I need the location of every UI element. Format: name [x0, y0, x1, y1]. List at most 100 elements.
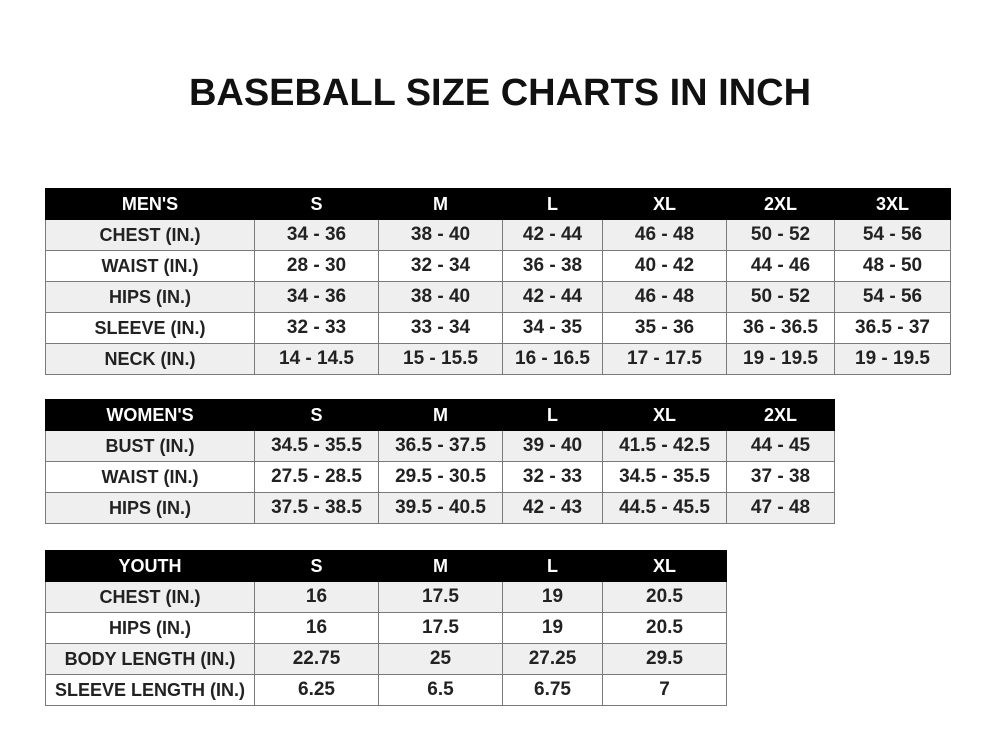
measurement-value: 54 - 56	[834, 281, 951, 313]
measurement-value: 44 - 46	[726, 250, 835, 282]
measurement-value: 38 - 40	[378, 281, 503, 313]
size-header: 2XL	[726, 399, 835, 431]
size-header: S	[254, 550, 379, 582]
category-header: YOUTH	[45, 550, 255, 582]
measurement-value: 36.5 - 37	[834, 312, 951, 344]
womens-size-table: WOMEN'S S M L XL 2XL BUST (IN.) 34.5 - 35.5 36.5…	[45, 399, 835, 524]
measurement-value: 46 - 48	[602, 281, 727, 313]
measurement-label: SLEEVE LENGTH (IN.)	[45, 674, 255, 706]
measurement-value: 34 - 36	[254, 219, 379, 251]
measurement-label: BODY LENGTH (IN.)	[45, 643, 255, 675]
measurement-label: BUST (IN.)	[45, 430, 255, 462]
measurement-value: 42 - 43	[502, 492, 603, 524]
measurement-value: 32 - 34	[378, 250, 503, 282]
measurement-value: 29.5 - 30.5	[378, 461, 503, 493]
measurement-value: 27.5 - 28.5	[254, 461, 379, 493]
measurement-value: 22.75	[254, 643, 379, 675]
measurement-value: 35 - 36	[602, 312, 727, 344]
measurement-label: NECK (IN.)	[45, 343, 255, 375]
measurement-value: 32 - 33	[254, 312, 379, 344]
measurement-label: CHEST (IN.)	[45, 219, 255, 251]
table-row: HIPS (IN.) 16 17.5 19 20.5	[45, 612, 727, 644]
measurement-value: 48 - 50	[834, 250, 951, 282]
table-row: CHEST (IN.) 34 - 36 38 - 40 42 - 44 46 - 48 5…	[45, 219, 951, 251]
measurement-value: 32 - 33	[502, 461, 603, 493]
size-header: XL	[602, 399, 727, 431]
measurement-value: 40 - 42	[602, 250, 727, 282]
measurement-value: 16	[254, 612, 379, 644]
table-header-row: WOMEN'S S M L XL 2XL	[45, 399, 835, 431]
measurement-value: 7	[602, 674, 727, 706]
category-header: WOMEN'S	[45, 399, 255, 431]
measurement-value: 16	[254, 581, 379, 613]
measurement-value: 54 - 56	[834, 219, 951, 251]
measurement-value: 27.25	[502, 643, 603, 675]
measurement-value: 6.5	[378, 674, 503, 706]
measurement-label: HIPS (IN.)	[45, 492, 255, 524]
measurement-label: CHEST (IN.)	[45, 581, 255, 613]
measurement-value: 50 - 52	[726, 281, 835, 313]
measurement-label: WAIST (IN.)	[45, 250, 255, 282]
measurement-value: 39 - 40	[502, 430, 603, 462]
size-header: M	[378, 399, 503, 431]
measurement-value: 36.5 - 37.5	[378, 430, 503, 462]
size-header: L	[502, 399, 603, 431]
measurement-label: SLEEVE (IN.)	[45, 312, 255, 344]
measurement-value: 44.5 - 45.5	[602, 492, 727, 524]
measurement-value: 15 - 15.5	[378, 343, 503, 375]
measurement-label: HIPS (IN.)	[45, 281, 255, 313]
measurement-value: 14 - 14.5	[254, 343, 379, 375]
measurement-value: 20.5	[602, 581, 727, 613]
table-header-row: MEN'S S M L XL 2XL 3XL	[45, 188, 951, 220]
table-row: BODY LENGTH (IN.) 22.75 25 27.25 29.5	[45, 643, 727, 675]
size-header: L	[502, 550, 603, 582]
measurement-value: 37 - 38	[726, 461, 835, 493]
measurement-value: 29.5	[602, 643, 727, 675]
measurement-value: 42 - 44	[502, 219, 603, 251]
measurement-value: 42 - 44	[502, 281, 603, 313]
measurement-value: 19	[502, 581, 603, 613]
measurement-value: 25	[378, 643, 503, 675]
table-row: NECK (IN.) 14 - 14.5 15 - 15.5 16 - 16.5 17 …	[45, 343, 951, 375]
measurement-value: 19	[502, 612, 603, 644]
measurement-value: 19 - 19.5	[726, 343, 835, 375]
measurement-value: 33 - 34	[378, 312, 503, 344]
size-header: XL	[602, 188, 727, 220]
measurement-value: 17.5	[378, 612, 503, 644]
measurement-value: 34.5 - 35.5	[602, 461, 727, 493]
table-row: HIPS (IN.) 37.5 - 38.5 39.5 - 40.5 42 - 43 4…	[45, 492, 835, 524]
measurement-value: 19 - 19.5	[834, 343, 951, 375]
table-row: HIPS (IN.) 34 - 36 38 - 40 42 - 44 46 - 48 50…	[45, 281, 951, 313]
table-row: BUST (IN.) 34.5 - 35.5 36.5 - 37.5 39 - 40 4…	[45, 430, 835, 462]
table-row: WAIST (IN.) 27.5 - 28.5 29.5 - 30.5 32 - 33…	[45, 461, 835, 493]
table-header-row: YOUTH S M L XL	[45, 550, 727, 582]
measurement-value: 17 - 17.5	[602, 343, 727, 375]
measurement-value: 20.5	[602, 612, 727, 644]
category-header: MEN'S	[45, 188, 255, 220]
measurement-label: HIPS (IN.)	[45, 612, 255, 644]
size-header: M	[378, 550, 503, 582]
mens-size-table: MEN'S S M L XL 2XL 3XL CHEST (IN.) 34 - 36 38 - 4…	[45, 188, 951, 375]
measurement-value: 6.75	[502, 674, 603, 706]
measurement-value: 50 - 52	[726, 219, 835, 251]
table-row: SLEEVE LENGTH (IN.) 6.25 6.5 6.75 7	[45, 674, 727, 706]
size-header: S	[254, 188, 379, 220]
size-header: S	[254, 399, 379, 431]
youth-size-table: YOUTH S M L XL CHEST (IN.) 16 17.5 19 20.5 HIPS (I…	[45, 550, 727, 706]
measurement-value: 47 - 48	[726, 492, 835, 524]
size-header: 2XL	[726, 188, 835, 220]
measurement-value: 46 - 48	[602, 219, 727, 251]
measurement-value: 34 - 35	[502, 312, 603, 344]
measurement-value: 34.5 - 35.5	[254, 430, 379, 462]
size-header: L	[502, 188, 603, 220]
measurement-value: 36 - 36.5	[726, 312, 835, 344]
size-header: XL	[602, 550, 727, 582]
measurement-value: 44 - 45	[726, 430, 835, 462]
measurement-value: 38 - 40	[378, 219, 503, 251]
measurement-value: 37.5 - 38.5	[254, 492, 379, 524]
measurement-value: 36 - 38	[502, 250, 603, 282]
table-row: CHEST (IN.) 16 17.5 19 20.5	[45, 581, 727, 613]
table-row: WAIST (IN.) 28 - 30 32 - 34 36 - 38 40 - 42 4…	[45, 250, 951, 282]
measurement-value: 34 - 36	[254, 281, 379, 313]
size-header: M	[378, 188, 503, 220]
